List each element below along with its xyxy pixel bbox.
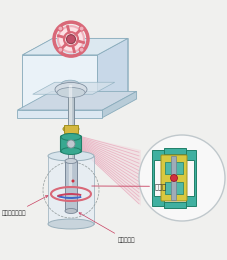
Circle shape bbox=[170, 174, 177, 181]
Bar bbox=[164, 182, 182, 194]
Polygon shape bbox=[52, 38, 127, 94]
Circle shape bbox=[58, 26, 63, 31]
Ellipse shape bbox=[48, 151, 94, 161]
Circle shape bbox=[66, 35, 75, 44]
Ellipse shape bbox=[55, 82, 87, 96]
Polygon shape bbox=[22, 38, 127, 55]
Polygon shape bbox=[151, 150, 163, 206]
Polygon shape bbox=[22, 38, 52, 110]
Circle shape bbox=[67, 140, 75, 148]
Ellipse shape bbox=[65, 159, 77, 164]
Ellipse shape bbox=[61, 147, 81, 154]
FancyBboxPatch shape bbox=[160, 155, 186, 201]
Bar bbox=[164, 162, 182, 174]
Polygon shape bbox=[22, 55, 97, 110]
Ellipse shape bbox=[63, 126, 79, 133]
Ellipse shape bbox=[65, 209, 77, 213]
Polygon shape bbox=[102, 92, 136, 118]
Circle shape bbox=[138, 135, 224, 221]
Polygon shape bbox=[97, 38, 127, 110]
FancyBboxPatch shape bbox=[60, 135, 81, 153]
Bar bbox=[163, 148, 185, 154]
Polygon shape bbox=[17, 92, 136, 110]
Bar bbox=[163, 202, 185, 208]
Text: ロータ: ロータ bbox=[91, 183, 166, 190]
Bar bbox=[65, 161, 77, 211]
Bar bbox=[171, 156, 176, 200]
Circle shape bbox=[71, 179, 74, 183]
Polygon shape bbox=[33, 82, 114, 94]
Ellipse shape bbox=[61, 133, 81, 140]
Text: コイル回転方向: コイル回転方向 bbox=[2, 196, 48, 216]
Text: 伝達トルク: 伝達トルク bbox=[79, 213, 135, 243]
Bar bbox=[68, 85, 74, 185]
Ellipse shape bbox=[48, 219, 94, 229]
Bar bbox=[48, 156, 94, 224]
Circle shape bbox=[58, 26, 84, 52]
Polygon shape bbox=[17, 110, 102, 118]
Circle shape bbox=[79, 47, 84, 52]
Circle shape bbox=[79, 26, 84, 31]
Polygon shape bbox=[79, 136, 140, 206]
Polygon shape bbox=[185, 150, 195, 206]
Ellipse shape bbox=[61, 80, 79, 88]
Bar bbox=[64, 125, 78, 133]
Ellipse shape bbox=[57, 88, 85, 98]
Circle shape bbox=[58, 47, 63, 52]
